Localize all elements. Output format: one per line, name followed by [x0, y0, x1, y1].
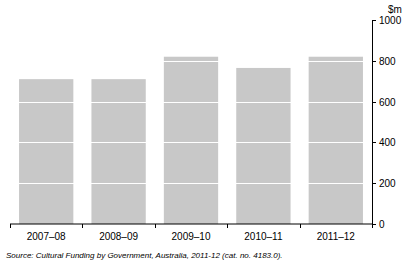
x-tick [10, 224, 11, 228]
y-tick [372, 61, 376, 62]
grid-line [10, 224, 372, 225]
x-tick [227, 224, 228, 228]
bar [19, 79, 73, 224]
x-tick-label: 2007–08 [27, 231, 66, 242]
x-tick-label: 2011–12 [317, 231, 356, 242]
bars [19, 57, 363, 224]
x-tick-label: 2008–09 [99, 231, 138, 242]
grid-line [10, 102, 372, 103]
y-tick-label: 1000 [379, 15, 402, 26]
x-tick [155, 224, 156, 228]
chart: 0 200 400 600 800 1000$m 2007–08 2008–09 2009–10… [0, 0, 416, 265]
y-axis-line [372, 20, 373, 224]
x-tick-label: 2009–10 [172, 231, 211, 242]
grid [10, 21, 372, 225]
y-tick-label: 400 [379, 137, 396, 148]
x-axis-line [10, 224, 372, 225]
x-tick-label: 2010–11 [244, 231, 283, 242]
y-axis-label: $m [388, 4, 402, 15]
x-tick [82, 224, 83, 228]
y-tick-label: 600 [379, 97, 396, 108]
y-tick-label: 0 [379, 219, 385, 230]
x-tick [300, 224, 301, 228]
y-tick [372, 20, 376, 21]
grid-line [10, 183, 372, 184]
y-tick [372, 183, 376, 184]
y-tick-label: 200 [379, 178, 396, 189]
grid-line [10, 61, 372, 62]
chart-svg: 0 200 400 600 800 1000$m 2007–08 2008–09 2009–10… [0, 0, 416, 265]
y-tick [372, 142, 376, 143]
bar [91, 79, 145, 224]
bar [164, 57, 218, 224]
grid-line [10, 142, 372, 143]
bar [236, 68, 290, 224]
y-tick [372, 102, 376, 103]
x-tick [372, 224, 373, 228]
y-tick-label: 800 [379, 56, 396, 67]
bar [309, 57, 363, 224]
source-note: Source: Cultural Funding by Government, … [6, 251, 283, 260]
grid-line [10, 20, 372, 21]
